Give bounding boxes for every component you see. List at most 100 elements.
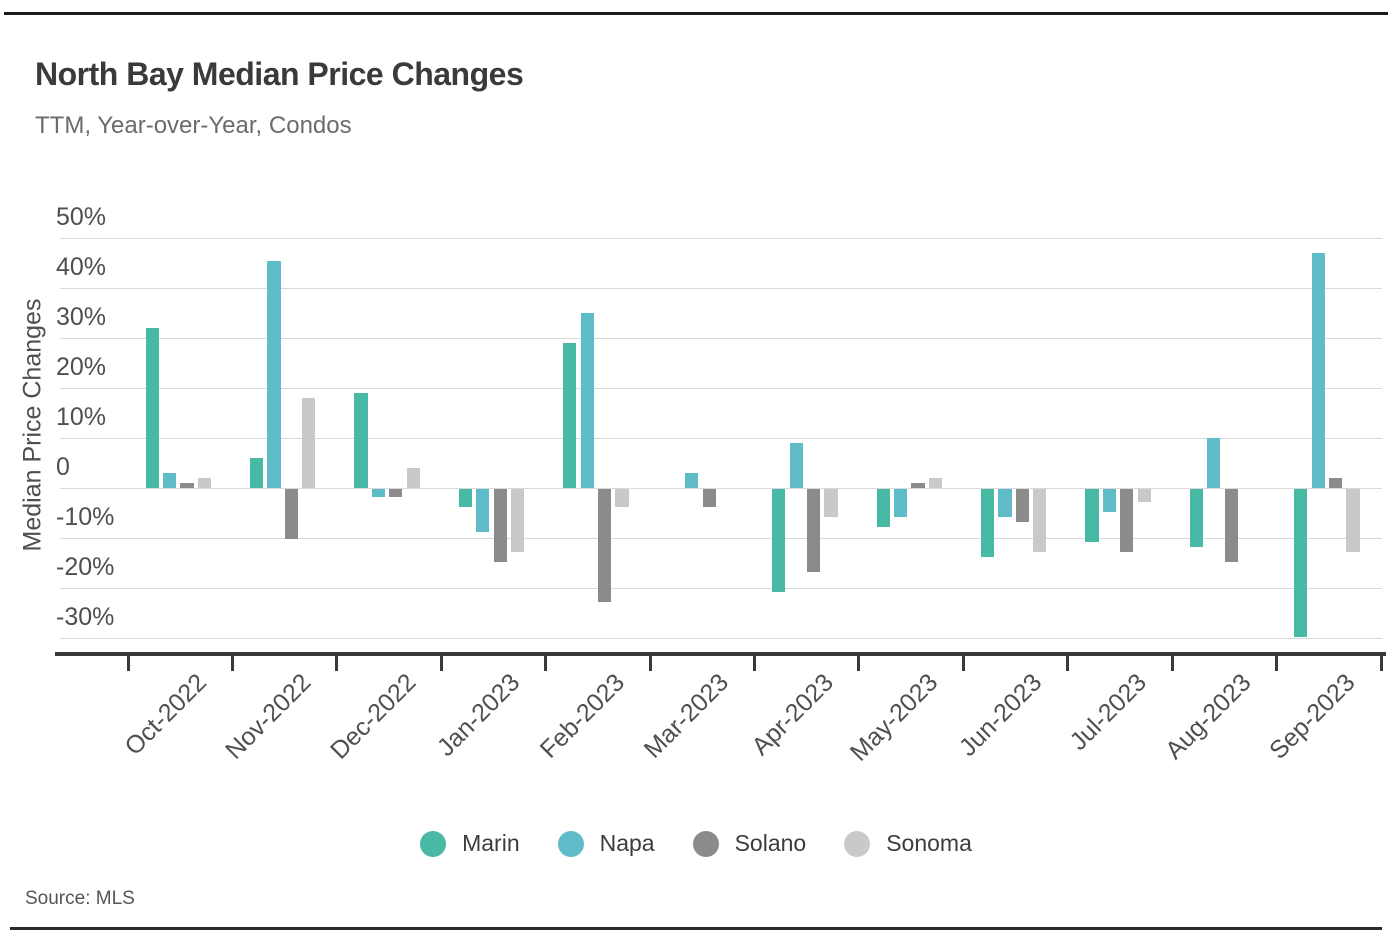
x-axis-tick <box>544 656 548 671</box>
bar-sonoma-dec-2022 <box>406 468 420 488</box>
y-tick-label: 10% <box>56 403 107 431</box>
gridline--30% <box>60 638 1382 639</box>
legend-item-napa: Napa <box>557 830 655 857</box>
bar-marin-nov-2022 <box>250 458 264 488</box>
gridline-20% <box>60 388 1382 389</box>
bar-napa-may-2023 <box>893 489 908 517</box>
legend: Marin Napa Solano Sonoma <box>0 830 1392 857</box>
bar-solano-nov-2022 <box>284 489 298 539</box>
chart-subtitle: TTM, Year-over-Year, Condos <box>35 112 352 139</box>
source-note: Source: MLS <box>25 888 135 909</box>
x-axis-line <box>55 652 1386 656</box>
bar-sonoma-apr-2023 <box>824 489 838 517</box>
y-tick-label: 40% <box>56 253 107 281</box>
bar-sonoma-may-2023 <box>928 478 942 488</box>
x-axis-tick <box>126 656 130 671</box>
bar-napa-dec-2022 <box>371 489 386 497</box>
x-tick-label-may-2023: May-2023 <box>844 668 944 767</box>
bar-sonoma-sep-2023 <box>1346 489 1360 552</box>
legend-dot-solano <box>692 830 719 857</box>
gridline-30% <box>60 338 1382 339</box>
bar-sonoma-oct-2022 <box>197 478 211 488</box>
gridline-10% <box>60 438 1382 439</box>
legend-label: Marin <box>462 830 520 856</box>
legend-label: Solano <box>734 830 807 856</box>
legend-dot-marin <box>420 830 447 857</box>
y-tick-label: -30% <box>56 603 115 631</box>
bar-solano-aug-2023 <box>1224 489 1238 562</box>
bar-napa-jun-2023 <box>998 489 1012 517</box>
bar-marin-dec-2022 <box>354 393 368 488</box>
legend-dot-napa <box>557 830 584 857</box>
x-axis-tick <box>857 656 861 671</box>
gridline--10% <box>60 538 1382 539</box>
x-tick-label-oct-2022: Oct-2022 <box>119 668 213 761</box>
x-tick-label-mar-2023: Mar-2023 <box>638 668 735 764</box>
y-tick-label: 0 <box>56 453 70 481</box>
bar-sonoma-jul-2023 <box>1137 489 1151 502</box>
bar-solano-oct-2022 <box>180 483 194 488</box>
bar-solano-jun-2023 <box>1015 489 1029 522</box>
bar-napa-apr-2023 <box>789 443 803 488</box>
chart-title: North Bay Median Price Changes <box>35 56 524 92</box>
bar-marin-oct-2022 <box>145 328 159 488</box>
bar-sonoma-feb-2023 <box>615 489 629 507</box>
x-axis-tick <box>230 656 234 671</box>
legend-label: Sonoma <box>886 830 972 856</box>
x-tick-label-aug-2023: Aug-2023 <box>1160 668 1257 765</box>
x-tick-label-dec-2022: Dec-2022 <box>324 668 422 765</box>
x-tick-label-jan-2023: Jan-2023 <box>432 668 526 762</box>
x-axis-tick <box>1170 656 1174 671</box>
bar-marin-may-2023 <box>876 489 890 527</box>
x-axis-tick <box>648 656 652 671</box>
bar-solano-feb-2023 <box>598 489 612 602</box>
x-axis-tick <box>753 656 757 671</box>
gridline-0 <box>60 488 1382 489</box>
x-tick-label-sep-2023: Sep-2023 <box>1264 668 1361 765</box>
x-tick-label-jun-2023: Jun-2023 <box>954 668 1048 762</box>
bar-napa-feb-2023 <box>580 313 594 488</box>
legend-item-sonoma: Sonoma <box>844 830 972 857</box>
legend-label: Napa <box>599 830 655 856</box>
x-axis-tick <box>1275 656 1279 671</box>
x-tick-label-feb-2023: Feb-2023 <box>534 668 630 764</box>
legend-item-solano: Solano <box>692 830 807 857</box>
y-tick-label: -20% <box>56 553 115 581</box>
bar-napa-sep-2023 <box>1311 253 1325 488</box>
bar-marin-apr-2023 <box>772 489 786 592</box>
bar-sonoma-jan-2023 <box>511 489 525 552</box>
bottom-border <box>10 927 1382 930</box>
gridline-50% <box>60 238 1382 239</box>
y-tick-label: 30% <box>56 303 107 331</box>
x-tick-label-nov-2022: Nov-2022 <box>220 668 317 765</box>
bar-marin-feb-2023 <box>563 343 577 488</box>
x-axis-tick <box>1379 656 1383 671</box>
bar-napa-jan-2023 <box>476 489 490 532</box>
bar-solano-sep-2023 <box>1329 478 1343 488</box>
bar-napa-aug-2023 <box>1207 438 1221 488</box>
bar-marin-jul-2023 <box>1085 489 1099 542</box>
x-tick-label-jul-2023: Jul-2023 <box>1064 668 1153 756</box>
bar-napa-mar-2023 <box>685 473 699 488</box>
bar-solano-apr-2023 <box>806 489 821 572</box>
x-axis-tick <box>335 656 339 671</box>
y-tick-label: 50% <box>56 203 107 231</box>
gridline--20% <box>60 588 1382 589</box>
gridline-40% <box>60 288 1382 289</box>
bar-solano-jul-2023 <box>1120 489 1134 552</box>
bar-marin-jan-2023 <box>458 489 473 507</box>
bar-napa-nov-2022 <box>267 260 281 488</box>
x-axis-tick <box>961 656 965 671</box>
y-tick-label: -10% <box>56 503 115 531</box>
y-axis-title: Median Price Changes <box>18 298 47 552</box>
top-border <box>4 12 1388 15</box>
bar-sonoma-jun-2023 <box>1033 489 1047 552</box>
bar-marin-aug-2023 <box>1189 489 1203 547</box>
legend-dot-sonoma <box>844 830 871 857</box>
x-axis-tick <box>1066 656 1070 671</box>
bar-solano-mar-2023 <box>702 489 716 507</box>
x-tick-label-apr-2023: Apr-2023 <box>746 668 839 761</box>
bar-solano-jan-2023 <box>493 489 507 562</box>
